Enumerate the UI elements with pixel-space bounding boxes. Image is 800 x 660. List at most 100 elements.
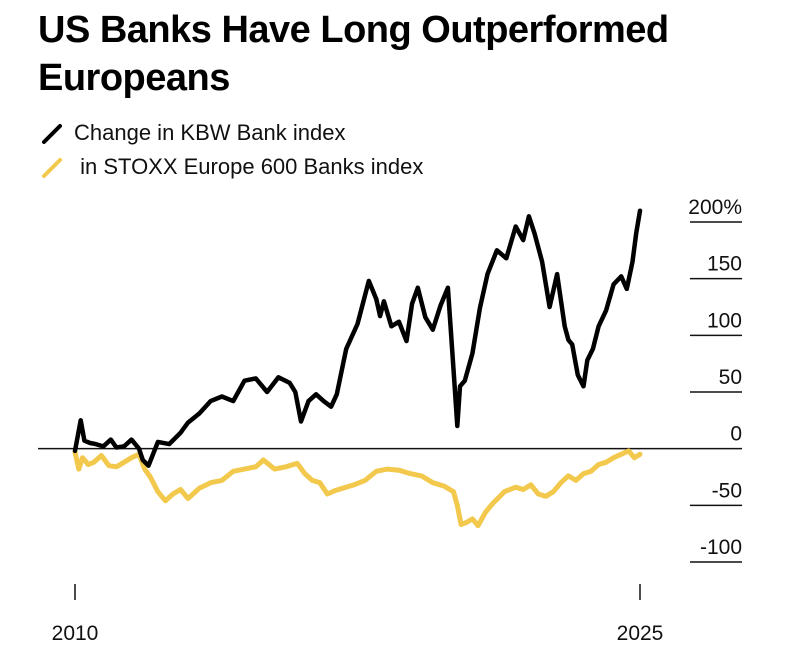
stoxx-data-point (386, 467, 389, 471)
kbw-data-point (410, 302, 414, 305)
kbw-data-point (424, 316, 427, 319)
stoxx-data-point (171, 492, 175, 496)
chart-title: US Banks Have Long Outperformed European… (38, 9, 669, 99)
kbw-data-point (548, 305, 551, 309)
kbw-data-point (168, 442, 171, 446)
stoxx-data-point (544, 495, 547, 498)
kbw-data-point (463, 379, 466, 382)
series-layer (72, 208, 643, 529)
stoxx-data-point (284, 465, 288, 468)
series-line-stoxx (72, 448, 643, 529)
kbw-data-point (390, 325, 393, 328)
y-tick-label: 150 (707, 253, 742, 276)
stoxx-data-point (409, 472, 412, 475)
stoxx-data-point (537, 492, 540, 496)
stoxx-data-point (582, 472, 585, 475)
stoxx-data-point (465, 521, 468, 524)
stoxx-data-point (452, 490, 455, 493)
stoxx-data-point (491, 501, 495, 505)
kbw-data-point (631, 260, 634, 263)
x-axis: 2010 2025 (52, 584, 664, 645)
kbw-data-point (471, 352, 474, 355)
stoxx-data-point (589, 470, 593, 473)
kbw-data-point (243, 379, 246, 382)
stoxx-data-point (209, 481, 212, 484)
stoxx-data-point (115, 465, 118, 468)
y-tick-label: 50 (719, 366, 742, 389)
stoxx-data-point (143, 467, 146, 471)
stoxx-data-point (620, 453, 623, 456)
kbw-data-point (456, 424, 459, 428)
stoxx-data-point (352, 483, 355, 487)
kbw-data-point (514, 225, 517, 228)
kbw-data-point (378, 314, 382, 318)
stoxx-data-point (311, 479, 314, 482)
stoxx-data-point (318, 481, 321, 484)
stoxx-data-point (514, 486, 517, 489)
kbw-data-point (137, 447, 141, 450)
kbw-data-point (186, 421, 190, 424)
stoxx-data-point (156, 490, 160, 493)
stoxx-data-point (597, 463, 600, 466)
stoxx-data-point (303, 472, 306, 475)
kbw-data-point (322, 399, 325, 403)
kbw-data-point (582, 385, 585, 388)
kbw-data-point (94, 442, 97, 446)
kbw-data-point (495, 249, 499, 252)
kbw-data-point (232, 399, 235, 403)
kbw-data-point (88, 441, 92, 445)
kbw-data-point (567, 338, 570, 342)
kbw-data-point (458, 385, 462, 388)
kbw-data-point (83, 439, 86, 442)
kbw-data-point (439, 304, 442, 308)
y-axis: 200% 150 100 50 0 -50 -100 (38, 196, 742, 563)
kbw-data-point (597, 325, 600, 328)
stoxx-data-point (612, 456, 615, 459)
kbw-data-point (522, 238, 525, 242)
kbw-data-point (156, 440, 160, 444)
stoxx-data-point (559, 481, 563, 484)
x-tick-label: 2010 (52, 622, 99, 645)
kbw-data-point (446, 286, 450, 289)
stoxx-data-point (397, 469, 401, 472)
kbw-data-point (571, 343, 574, 346)
kbw-data-point (115, 446, 118, 449)
kbw-data-point (288, 381, 291, 385)
kbw-data-point (314, 393, 318, 396)
kbw-data-point (486, 272, 489, 276)
stoxx-data-point (567, 474, 570, 478)
kbw-data-point (397, 320, 401, 323)
stoxx-data-point (375, 470, 378, 473)
stoxx-data-point (522, 488, 525, 491)
kbw-data-point (122, 445, 126, 448)
kbw-data-point (604, 309, 608, 312)
kbw-data-point (638, 209, 642, 212)
stoxx-data-point (149, 475, 152, 479)
x-tick-label: 2025 (617, 622, 664, 645)
kbw-data-point (367, 279, 370, 283)
stoxx-data-point (100, 454, 103, 457)
series-line-kbw (72, 208, 643, 468)
stoxx-data-point (326, 492, 329, 496)
kbw-data-point (382, 300, 386, 303)
stoxx-data-point (574, 479, 578, 482)
stoxx-data-point (122, 461, 126, 464)
kbw-data-point (591, 347, 595, 351)
kbw-data-point (635, 232, 638, 235)
kbw-data-point (220, 395, 224, 398)
stoxx-data-point (529, 483, 532, 487)
stoxx-data-point (81, 456, 84, 459)
kbw-data-point (79, 419, 82, 422)
kbw-data-point (505, 257, 508, 260)
kbw-data-point (527, 215, 531, 218)
kbw-data-point (141, 458, 144, 462)
kbw-data-point (375, 297, 378, 301)
stoxx-data-point (341, 487, 344, 490)
y-tick-label: -100 (700, 536, 742, 559)
y-tick-label: 0 (730, 423, 742, 446)
stoxx-data-point (232, 470, 235, 473)
black-line-swatch-icon (42, 124, 62, 144)
stoxx-data-point (186, 497, 190, 500)
stoxx-data-point (179, 488, 182, 491)
stoxx-data-point (633, 456, 636, 459)
